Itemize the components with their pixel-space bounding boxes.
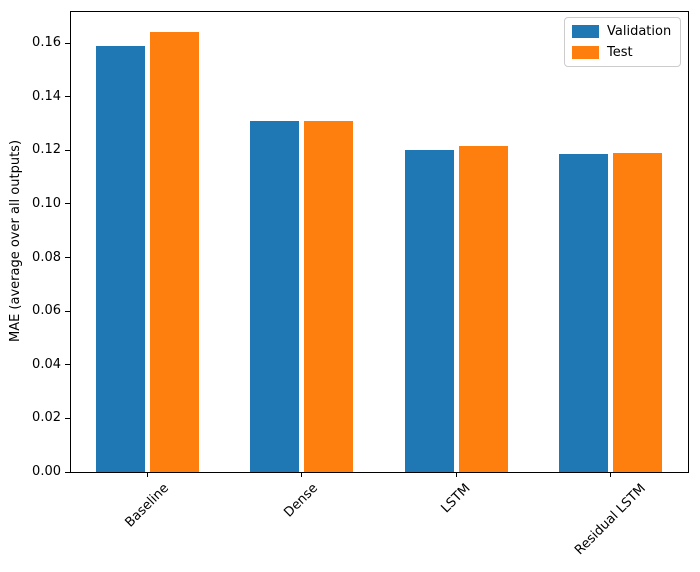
bar-test-dense: [304, 120, 354, 472]
y-tick-label: 0.04: [32, 356, 61, 372]
legend: Validation Test: [564, 17, 682, 67]
y-tick-label: 0.02: [32, 410, 61, 426]
x-tick-label-residual-lstm: Residual LSTM: [571, 481, 649, 558]
y-tick-mark: [65, 364, 70, 366]
y-tick-label: 0.14: [32, 88, 61, 104]
legend-label-test: Test: [607, 45, 633, 60]
y-tick-label: 0.00: [32, 464, 61, 479]
x-tick-mark: [455, 472, 457, 477]
legend-entry-test: Test: [572, 45, 671, 60]
legend-label-validation: Validation: [607, 24, 672, 39]
y-tick-mark: [65, 257, 70, 259]
bar-test-lstm: [458, 146, 508, 472]
y-tick-mark: [65, 310, 70, 312]
y-tick-mark: [65, 96, 70, 98]
bar-validation-baseline: [95, 45, 145, 472]
legend-swatch-test: [572, 46, 599, 59]
y-tick-label: 0.16: [32, 35, 61, 51]
y-tick-mark: [65, 417, 70, 419]
bar-validation-residual-lstm: [559, 154, 609, 472]
x-tick-mark: [301, 472, 303, 477]
y-tick-label: 0.08: [32, 249, 61, 265]
x-tick-mark: [610, 472, 612, 477]
x-tick-label-dense: Dense: [281, 480, 322, 521]
y-tick-mark: [65, 149, 70, 151]
y-axis-label-text: MAE (average over all outputs): [8, 139, 23, 343]
x-tick-label-lstm: LSTM: [438, 481, 474, 517]
legend-swatch-validation: [572, 25, 599, 38]
bar-validation-lstm: [404, 150, 454, 472]
y-tick-mark: [65, 203, 70, 205]
x-tick-label-baseline: Baseline: [122, 480, 172, 531]
x-tick-mark: [146, 472, 148, 477]
y-tick-label: 0.12: [32, 142, 61, 158]
bar-test-baseline: [149, 32, 199, 472]
bar-test-residual-lstm: [613, 153, 663, 472]
y-tick-label: 0.10: [32, 195, 61, 211]
legend-entry-validation: Validation: [572, 24, 671, 39]
y-tick-mark: [65, 471, 70, 473]
bar-validation-dense: [250, 120, 300, 472]
y-tick-mark: [65, 42, 70, 44]
y-tick-label: 0.06: [32, 303, 61, 319]
